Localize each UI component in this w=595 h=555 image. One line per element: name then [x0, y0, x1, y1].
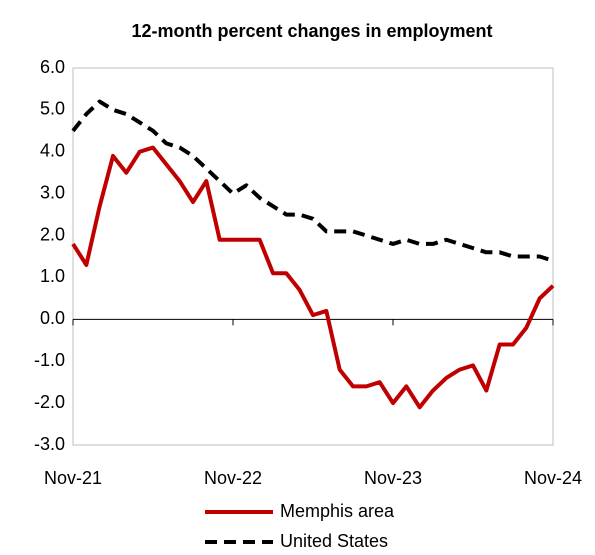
chart-title: 12-month percent changes in employment — [131, 21, 492, 41]
y-tick-label: 3.0 — [40, 182, 65, 202]
y-tick-label: -3.0 — [34, 434, 65, 454]
y-tick-label: 4.0 — [40, 141, 65, 161]
plot-area — [72, 67, 554, 446]
x-tick-label: Nov-22 — [204, 468, 262, 488]
y-tick-label: -2.0 — [34, 392, 65, 412]
y-tick-label: 5.0 — [40, 99, 65, 119]
x-tick-label: Nov-24 — [524, 468, 582, 488]
y-tick-label: 2.0 — [40, 224, 65, 244]
y-tick-label: 0.0 — [40, 308, 65, 328]
x-tick-label: Nov-23 — [364, 468, 422, 488]
y-tick-label: 6.0 — [40, 57, 65, 77]
legend-label: Memphis area — [280, 501, 395, 521]
x-tick-label: Nov-21 — [44, 468, 102, 488]
series-line — [71, 99, 554, 263]
y-tick-label: -1.0 — [34, 350, 65, 370]
legend-label: United States — [280, 531, 388, 551]
y-tick-label: 1.0 — [40, 266, 65, 286]
series-line — [71, 145, 555, 410]
